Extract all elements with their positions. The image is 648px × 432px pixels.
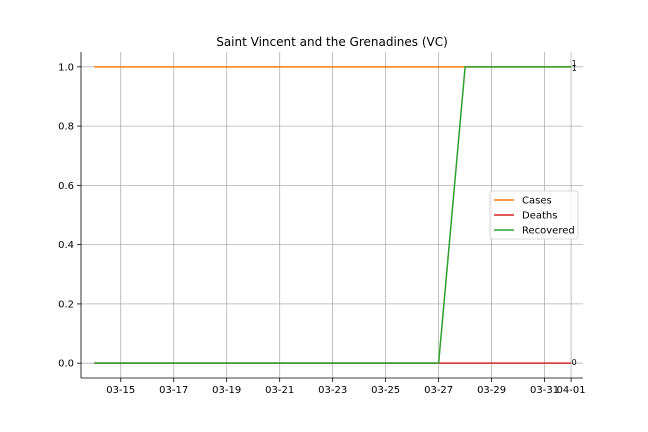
y-tick-label: 0.2 — [58, 299, 74, 310]
x-tick-label: 03-27 — [424, 385, 453, 396]
series-lines — [94, 66, 572, 364]
x-ticks: 03-15 03-17 03-19 03-21 03-23 03-25 03-27 03-29… — [106, 378, 586, 396]
end-label-cases: 1 — [572, 59, 577, 68]
x-tick-label: 03-19 — [212, 385, 241, 396]
y-tick-label: 0.8 — [58, 122, 74, 133]
end-label-recovered: 1 — [572, 64, 577, 73]
x-tick-label: 03-29 — [477, 385, 506, 396]
x-tick-label: 03-15 — [106, 385, 135, 396]
legend: Cases Deaths Recovered — [489, 190, 579, 240]
x-tick-label: 03-17 — [159, 385, 188, 396]
y-tick-label: 0.4 — [58, 240, 74, 251]
end-label-deaths: 0 — [572, 358, 577, 367]
chart-title: Saint Vincent and the Grenadines (VC) — [216, 35, 448, 49]
y-tick-label: 0.6 — [58, 181, 74, 192]
x-tick-label: 04-01 — [557, 385, 586, 396]
series-line-recovered — [94, 66, 572, 364]
x-tick-label: 03-25 — [371, 385, 400, 396]
y-tick-label: 1.0 — [58, 62, 74, 73]
legend-label-recovered: Recovered — [522, 226, 575, 237]
y-tick-label: 0.0 — [58, 359, 74, 370]
legend-box — [489, 190, 579, 240]
axes — [80, 52, 583, 379]
legend-label-deaths: Deaths — [522, 211, 557, 222]
x-tick-label: 03-31 — [530, 385, 559, 396]
end-labels: 1 0 1 — [572, 59, 577, 367]
x-tick-label: 03-23 — [318, 385, 347, 396]
y-ticks: 0.0 0.2 0.4 0.6 0.8 1.0 — [58, 62, 81, 370]
legend-label-cases: Cases — [522, 196, 552, 207]
x-tick-label: 03-21 — [265, 385, 294, 396]
